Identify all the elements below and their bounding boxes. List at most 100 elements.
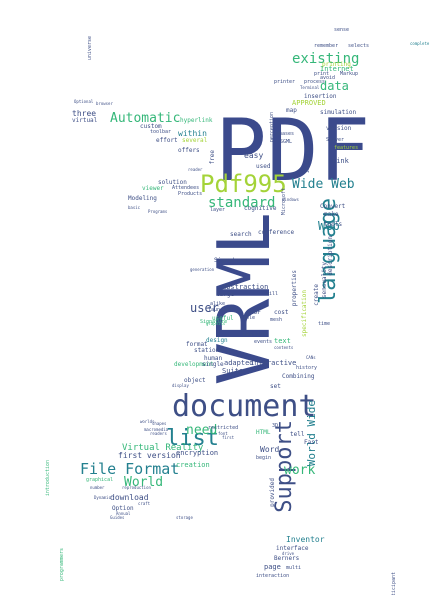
word-history: history bbox=[296, 365, 318, 371]
word-universe: universe bbox=[87, 36, 93, 61]
word-map: map bbox=[286, 107, 297, 114]
word-description: description bbox=[327, 236, 334, 276]
word-adapted: adapted bbox=[224, 359, 254, 367]
word-eof: EOF bbox=[250, 309, 261, 316]
word-features: features bbox=[334, 145, 359, 151]
word-need: need bbox=[186, 423, 218, 438]
word-tools: tools bbox=[324, 221, 343, 228]
word-simulation: simulation bbox=[320, 109, 357, 116]
word-html: HTML bbox=[256, 429, 271, 436]
word-three: three bbox=[72, 109, 97, 118]
word-interface: interface bbox=[276, 545, 309, 552]
word-custom: custom bbox=[140, 123, 162, 130]
word-browser: browser bbox=[96, 101, 113, 106]
word-conference: conference bbox=[258, 229, 295, 236]
word-suite: Suite bbox=[222, 367, 244, 375]
word-programs: Programs bbox=[148, 209, 168, 214]
word-layer: layer bbox=[210, 207, 226, 213]
word-convert: Convert bbox=[320, 203, 346, 210]
word-font: font bbox=[218, 431, 228, 436]
word-phases: phases bbox=[276, 131, 295, 137]
word-dynamic: Dynamic bbox=[94, 495, 111, 500]
word-useful: useful bbox=[212, 315, 234, 322]
word-selects: selects bbox=[348, 43, 370, 49]
word-generation: generation bbox=[190, 267, 215, 272]
word-within: within bbox=[178, 129, 207, 138]
word-drive: drive bbox=[282, 551, 295, 556]
word-reader: reader bbox=[188, 167, 203, 172]
word-properties: properties bbox=[291, 270, 298, 307]
word-provided: provided bbox=[269, 478, 276, 507]
word-make: make bbox=[324, 211, 339, 218]
word-macromedia: macromedia bbox=[144, 427, 169, 432]
word-sensuality: sensuality bbox=[321, 262, 328, 299]
word-launched: launched bbox=[208, 307, 233, 313]
word-standard: standard bbox=[208, 195, 276, 211]
word-mesh: mesh bbox=[270, 317, 283, 323]
word-inventor: Inventor bbox=[286, 535, 325, 544]
word-will: will bbox=[266, 291, 279, 297]
word-worlds: worlds bbox=[140, 419, 155, 424]
word-guides: Guides bbox=[110, 515, 125, 520]
word-specification: specification bbox=[301, 290, 308, 337]
word-create: create bbox=[313, 284, 320, 306]
word-hyperlink: hyperlink bbox=[180, 117, 213, 124]
word-format: format bbox=[186, 341, 208, 348]
word-3d: 3D bbox=[272, 423, 279, 429]
word-first-version: first version bbox=[118, 451, 181, 460]
word-work: work bbox=[284, 463, 316, 478]
word-perception: perception bbox=[269, 112, 275, 143]
word-signature: Signature bbox=[200, 319, 228, 325]
word-list: list bbox=[166, 426, 219, 451]
word-solution: solution bbox=[158, 179, 187, 186]
word-offers: offers bbox=[178, 147, 200, 154]
word-virtual-reality: Virtual Reality bbox=[122, 443, 204, 453]
word-print: print bbox=[314, 71, 330, 77]
word-creation: creation bbox=[176, 461, 210, 469]
word-alike: alike bbox=[210, 301, 226, 307]
word-page: page bbox=[264, 563, 281, 571]
word-restricted: restricted bbox=[208, 425, 239, 431]
word-toolbar: toolbar bbox=[150, 129, 172, 135]
word-insertion: insertion bbox=[304, 93, 337, 100]
word-begin: begin bbox=[256, 455, 272, 461]
word-shapes: shapes bbox=[152, 421, 167, 426]
word-basic: basic bbox=[128, 205, 141, 210]
word-approved: APPROVED bbox=[292, 99, 326, 107]
word-remember: remember bbox=[314, 43, 339, 49]
word-interaction: interaction bbox=[256, 573, 290, 579]
word-berners: Berners bbox=[274, 555, 300, 562]
word-virtual: virtual bbox=[72, 117, 98, 124]
word-effort: effort bbox=[156, 137, 178, 144]
word-easy: easy bbox=[244, 151, 264, 160]
word-data: data bbox=[320, 79, 349, 93]
word-encryption: encryption bbox=[176, 449, 219, 457]
word-stationery: stationery bbox=[194, 347, 231, 354]
word-user: user bbox=[190, 301, 219, 315]
word-printer: printer bbox=[274, 79, 296, 85]
word-multi: multi bbox=[286, 565, 302, 571]
word-server: Server bbox=[326, 137, 345, 143]
word-annual: Annual bbox=[116, 511, 131, 516]
word-wide-web: Wide Web bbox=[292, 177, 355, 192]
word-session: session bbox=[242, 331, 268, 338]
word-attendees: Attendees bbox=[172, 185, 200, 191]
word-graphical: graphical bbox=[86, 477, 114, 483]
word-design: design bbox=[206, 337, 228, 344]
word-readers: readers bbox=[150, 431, 167, 436]
word-text: text bbox=[274, 337, 291, 345]
word-file-format: File Format bbox=[80, 460, 180, 478]
word-automatic: Automatic bbox=[110, 111, 181, 126]
word-number: number bbox=[90, 485, 105, 490]
word-several: several bbox=[182, 137, 208, 144]
word-link: link bbox=[332, 157, 349, 165]
word-cognitive: cognitive bbox=[244, 205, 277, 212]
word-avoid: avoid bbox=[320, 75, 336, 81]
word-introduction: introduction bbox=[45, 460, 51, 497]
word-optional: Optional bbox=[74, 99, 94, 104]
word-single: single bbox=[202, 361, 224, 368]
word-participant: participant bbox=[391, 572, 397, 595]
word-programmers: programmers bbox=[59, 548, 65, 582]
word-time: time bbox=[318, 321, 331, 327]
word-sense: sense bbox=[334, 27, 350, 33]
